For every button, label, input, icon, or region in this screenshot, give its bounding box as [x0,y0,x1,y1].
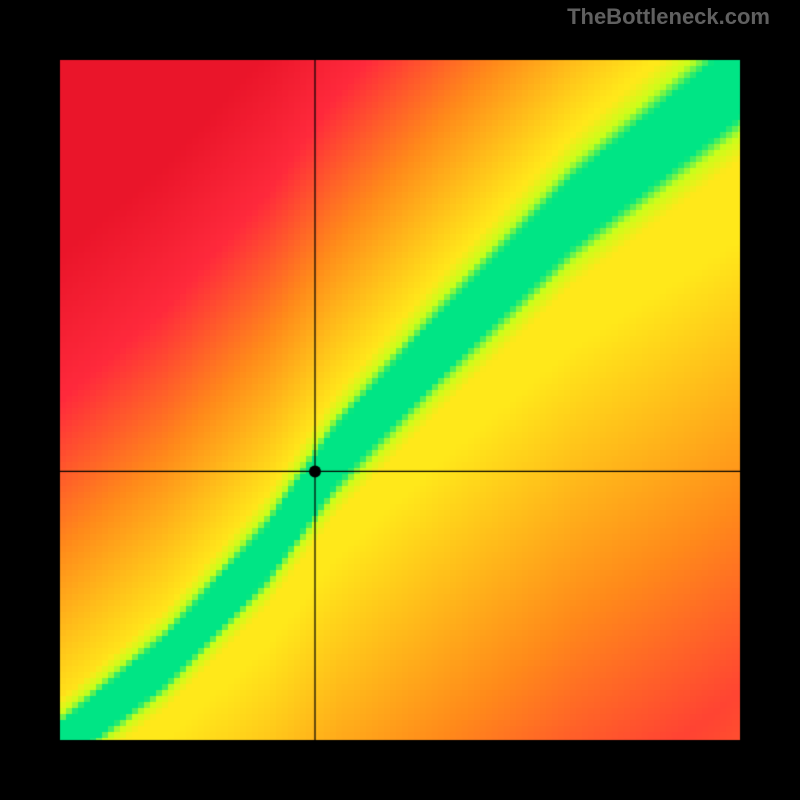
watermark-text: TheBottleneck.com [567,4,770,30]
bottleneck-heatmap [0,0,800,800]
